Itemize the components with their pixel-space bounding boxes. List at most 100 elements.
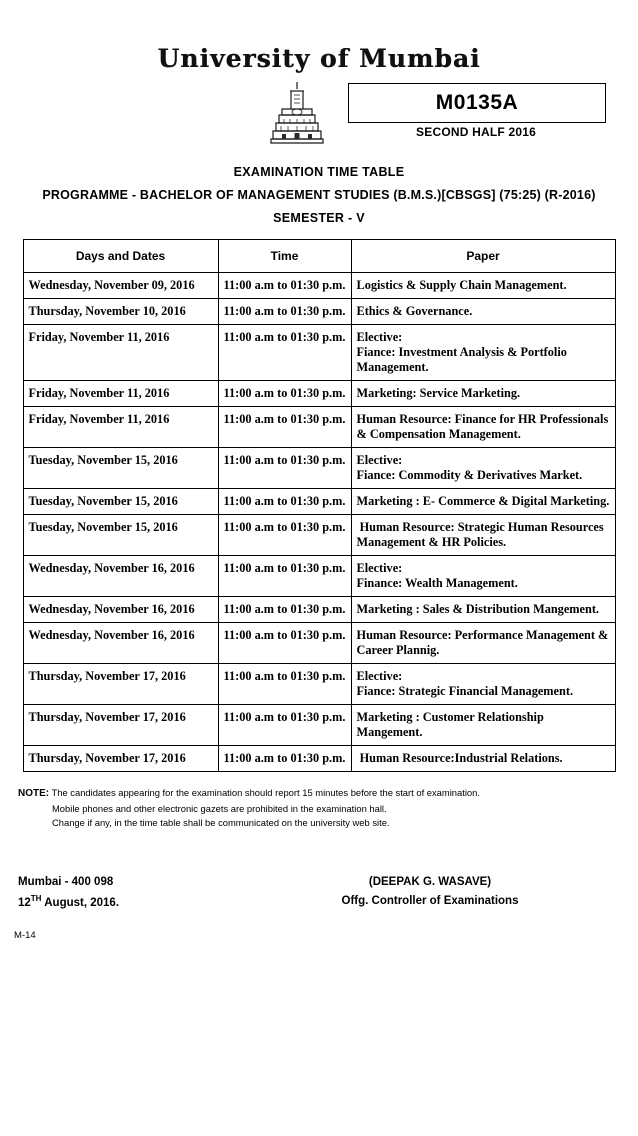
cell-time: 11:00 a.m to 01:30 p.m. [217,488,352,515]
paper-line: Finance: Wealth Management. [356,576,518,590]
cell-paper: Elective: Finance: Wealth Management. [350,555,616,597]
table-row: Wednesday, November 16, 2016 11:00 a.m to… [22,622,616,664]
footer-date-rest: August, 2016. [41,896,120,909]
cell-paper: Human Resource:Industrial Relations. [350,745,616,772]
paper-line: Human Resource: Strategic Human Resource… [356,520,604,534]
paper-line: Fiance: Investment Analysis & Portfolio [356,345,567,359]
cell-paper: Logistics & Supply Chain Management. [350,272,616,299]
paper-line: Ethics & Governance. [356,304,473,318]
cell-paper: Marketing : E- Commerce & Digital Market… [350,488,616,515]
paper-line: Elective: [356,330,403,344]
cell-day: Thursday, November 10, 2016 [22,298,219,325]
cell-time: 11:00 a.m to 01:30 p.m. [217,447,352,489]
footer-date-day: 12 [18,896,31,909]
notes-block: NOTE: The candidates appearing for the e… [18,786,638,831]
cell-day: Wednesday, November 16, 2016 [22,596,219,623]
table-row: Thursday, November 17, 2016 11:00 a.m to … [22,745,616,772]
cell-time: 11:00 a.m to 01:30 p.m. [217,406,352,448]
cell-paper: Elective: Fiance: Commodity & Derivatives… [350,447,616,489]
signatory-name: (DEEPAK G. WASAVE) [368,875,492,888]
cell-time: 11:00 a.m to 01:30 p.m. [217,324,352,381]
table-row: Thursday, November 17, 2016 11:00 a.m to … [22,663,616,705]
cell-day: Friday, November 11, 2016 [22,380,219,407]
paper-line: Marketing : E- Commerce & Digital Market… [356,494,610,508]
note-line-2: Mobile phones and other electronic gazet… [52,802,387,814]
paper-code: M0135A [435,91,519,114]
programme-title: PROGRAMME - BACHELOR OF MANAGEMENT STUDI… [42,188,596,202]
paper-line: Marketing: Service Marketing. [356,386,521,400]
signatory-designation: Offg. Controller of Examinations [341,894,519,907]
university-crest-icon [268,79,326,147]
cell-time: 11:00 a.m to 01:30 p.m. [217,663,352,705]
cell-time: 11:00 a.m to 01:30 p.m. [217,596,352,623]
paper-line: Management. [356,360,429,374]
university-title: University of Mumbai [157,44,481,73]
paper-line: Marketing : Sales & Distribution Mangeme… [356,602,600,616]
table-row: Tuesday, November 15, 2016 11:00 a.m to 0… [22,514,616,556]
cell-day: Tuesday, November 15, 2016 [22,447,219,489]
paper-line: Fiance: Commodity & Derivatives Market. [356,468,583,482]
cell-time: 11:00 a.m to 01:30 p.m. [217,745,352,772]
paper-line: Fiance: Strategic Financial Management. [356,684,574,698]
table-header-row: Days and Dates Time Paper [22,239,616,273]
paper-line: Elective: [356,453,403,467]
table-row: Wednesday, November 16, 2016 11:00 a.m to… [22,596,616,623]
footer-right: (DEEPAK G. WASAVE) Offg. Controller of E… [250,873,610,911]
cell-paper: Ethics & Governance. [350,298,616,325]
table-row: Thursday, November 10, 2016 11:00 a.m to … [22,298,616,325]
note-label: NOTE: [18,788,50,799]
column-header-time: Time [217,239,352,273]
paper-code-box: M0135A [348,83,606,123]
column-header-days: Days and Dates [22,239,219,273]
table-row: Tuesday, November 15, 2016 11:00 a.m to 0… [22,488,616,515]
paper-line: & Compensation Management. [356,427,521,441]
cell-day: Wednesday, November 16, 2016 [22,622,219,664]
cell-day: Tuesday, November 15, 2016 [22,488,219,515]
cell-day: Thursday, November 17, 2016 [22,704,219,746]
document-code: M-14 [14,930,36,941]
paper-line: Human Resource: Performance Management & [356,628,609,642]
header-row: M0135A SECOND HALF 2016 [0,79,638,151]
cell-day: Friday, November 11, 2016 [22,324,219,381]
half-year-label: SECOND HALF 2016 [416,125,536,139]
table-row: Wednesday, November 09, 2016 11:00 a.m to… [22,272,616,299]
timetable: Days and Dates Time Paper Wednesday, Nov… [22,239,616,772]
cell-time: 11:00 a.m to 01:30 p.m. [217,555,352,597]
table-row: Tuesday, November 15, 2016 11:00 a.m to 0… [22,447,616,489]
exam-title: EXAMINATION TIME TABLE [233,165,405,179]
cell-day: Wednesday, November 16, 2016 [22,555,219,597]
cell-paper: Elective: Fiance: Investment Analysis & P… [350,324,616,381]
cell-day: Tuesday, November 15, 2016 [22,514,219,556]
table-row: Friday, November 11, 2016 11:00 a.m to 01… [22,380,616,407]
cell-day: Thursday, November 17, 2016 [22,663,219,705]
cell-paper: Human Resource: Performance Management &… [350,622,616,664]
cell-day: Wednesday, November 09, 2016 [22,272,219,299]
note-line-1: The candidates appearing for the examina… [49,787,480,798]
paper-line: Career Plannig. [356,643,440,657]
table-row: Friday, November 11, 2016 11:00 a.m to 01… [22,324,616,381]
note-line-3: Change if any, in the time table shall b… [52,817,390,829]
table-row: Wednesday, November 16, 2016 11:00 a.m to… [22,555,616,597]
column-header-paper: Paper [350,239,616,273]
cell-paper: Human Resource: Finance for HR Professio… [350,406,616,448]
footer-place: Mumbai - 400 098 [18,875,114,888]
cell-paper: Human Resource: Strategic Human Resource… [350,514,616,556]
table-row: Friday, November 11, 2016 11:00 a.m to 01… [22,406,616,448]
cell-time: 11:00 a.m to 01:30 p.m. [217,622,352,664]
paper-line: Logistics & Supply Chain Management. [356,278,567,292]
paper-line: Elective: [356,669,403,683]
footer-date-suffix: TH [30,893,42,903]
cell-paper: Marketing : Sales & Distribution Mangeme… [350,596,616,623]
cell-day: Thursday, November 17, 2016 [22,745,219,772]
paper-line: Elective: [356,561,403,575]
paper-line: Management & HR Policies. [356,535,507,549]
cell-paper: Marketing : Customer Relationship Mangem… [350,704,616,746]
cell-paper: Elective: Fiance: Strategic Financial Man… [350,663,616,705]
cell-time: 11:00 a.m to 01:30 p.m. [217,272,352,299]
cell-day: Friday, November 11, 2016 [22,406,219,448]
footer-left: Mumbai - 400 098 12TH August, 2016. [18,873,119,913]
footer-date: 12TH August, 2016. [18,892,119,913]
semester-title: SEMESTER - V [273,211,365,225]
paper-line: Human Resource:Industrial Relations. [356,751,563,765]
